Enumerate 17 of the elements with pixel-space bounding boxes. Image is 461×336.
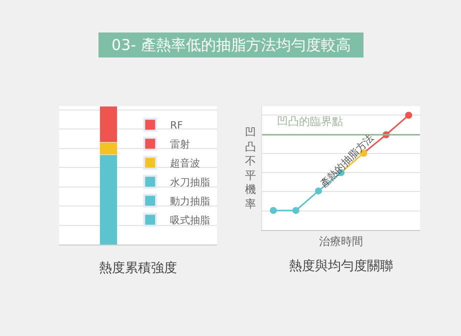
text: 熱度與均勻度關聯 — [289, 258, 393, 274]
text: 熱度累積強度 — [99, 260, 177, 276]
text: 03- 產熱率低的抽脂方法均勻度較高 — [102, 36, 360, 54]
ref-line-label: 凹凸的臨界點 — [277, 115, 343, 128]
point — [270, 206, 277, 214]
legend-label: 動力抽脂 — [170, 196, 210, 208]
x-axis-title: 治療時間 — [319, 235, 363, 248]
legend-label: 超音波 — [170, 158, 200, 170]
point — [314, 187, 322, 194]
point — [405, 112, 412, 119]
y-axis-title: 凹凸不平機率 — [245, 126, 256, 210]
legend-label: 水刀抽脂 — [170, 176, 210, 189]
legend-label: 雷射 — [170, 138, 190, 151]
annotation: 產熱的抽脂方法 — [318, 132, 376, 190]
legend-label: 吸式抽脂 — [170, 214, 210, 227]
point — [292, 206, 300, 214]
legend-label: RF — [170, 120, 184, 132]
